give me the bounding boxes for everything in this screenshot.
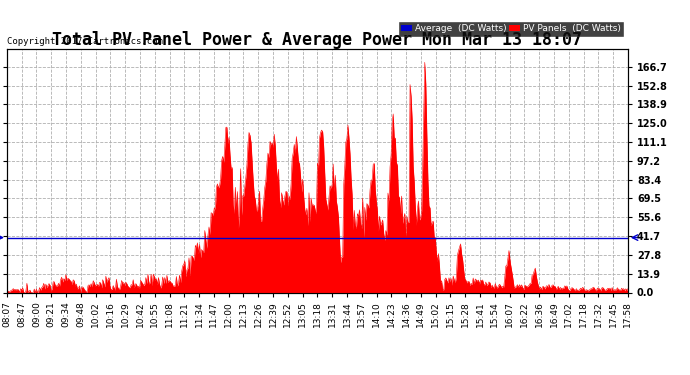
Text: Copyright 2017 Cartronics.com: Copyright 2017 Cartronics.com	[7, 38, 163, 46]
Title: Total PV Panel Power & Average Power Mon Mar 13 18:07: Total PV Panel Power & Average Power Mon…	[52, 31, 582, 49]
Legend: Average  (DC Watts), PV Panels  (DC Watts): Average (DC Watts), PV Panels (DC Watts)	[399, 22, 623, 36]
